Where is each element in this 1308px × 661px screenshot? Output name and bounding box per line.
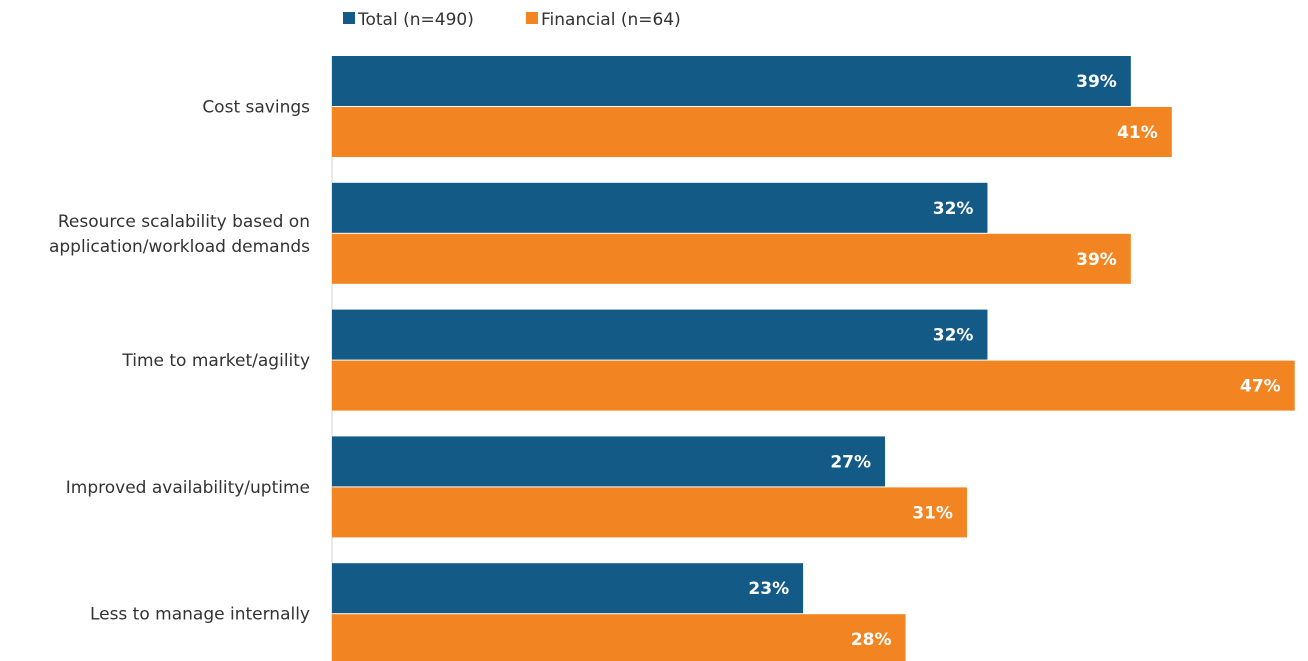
category-label: Resource scalability based on: [58, 212, 310, 232]
bar-total: [332, 56, 1131, 106]
bar-value-label: 32%: [933, 326, 974, 346]
legend-swatch-1: [526, 12, 538, 24]
bar-value-label: 39%: [1076, 250, 1117, 270]
category-label: Time to market/agility: [121, 351, 310, 371]
legend: Total (n=490) Financial (n=64): [343, 10, 681, 30]
bar-financial: [332, 233, 1131, 284]
bar-value-label: 41%: [1117, 123, 1158, 143]
legend-label-0: Total (n=490): [357, 10, 474, 30]
bar-value-label: 39%: [1076, 72, 1117, 92]
category-label: Cost savings: [202, 98, 310, 118]
bar-value-label: 27%: [830, 452, 871, 472]
bar-value-label: 23%: [748, 579, 789, 599]
category-label: Improved availability/uptime: [66, 478, 310, 498]
bar-financial: [332, 107, 1172, 157]
bar-total: [332, 182, 988, 233]
bar-financial: [332, 614, 906, 661]
bars: 39% 41% 32% 39% 32% 47% 27% 31% 23% 28%: [332, 56, 1295, 661]
bar-financial: [332, 360, 1295, 411]
bar-value-label: 31%: [912, 503, 953, 523]
bar-value-label: 47%: [1240, 377, 1281, 397]
bar-financial: [332, 487, 967, 538]
legend-swatch-0: [343, 12, 355, 24]
bar-total: [332, 309, 988, 360]
category-label: Less to manage internally: [90, 605, 310, 625]
bar-value-label: 28%: [851, 630, 892, 650]
category-label: application/workload demands: [49, 237, 310, 257]
category-axis: Cost savings Resource scalability based o…: [49, 56, 333, 661]
bar-total: [332, 563, 804, 614]
bar-value-label: 32%: [933, 199, 974, 219]
bar-total: [332, 436, 886, 487]
legend-label-1: Financial (n=64): [541, 10, 681, 30]
